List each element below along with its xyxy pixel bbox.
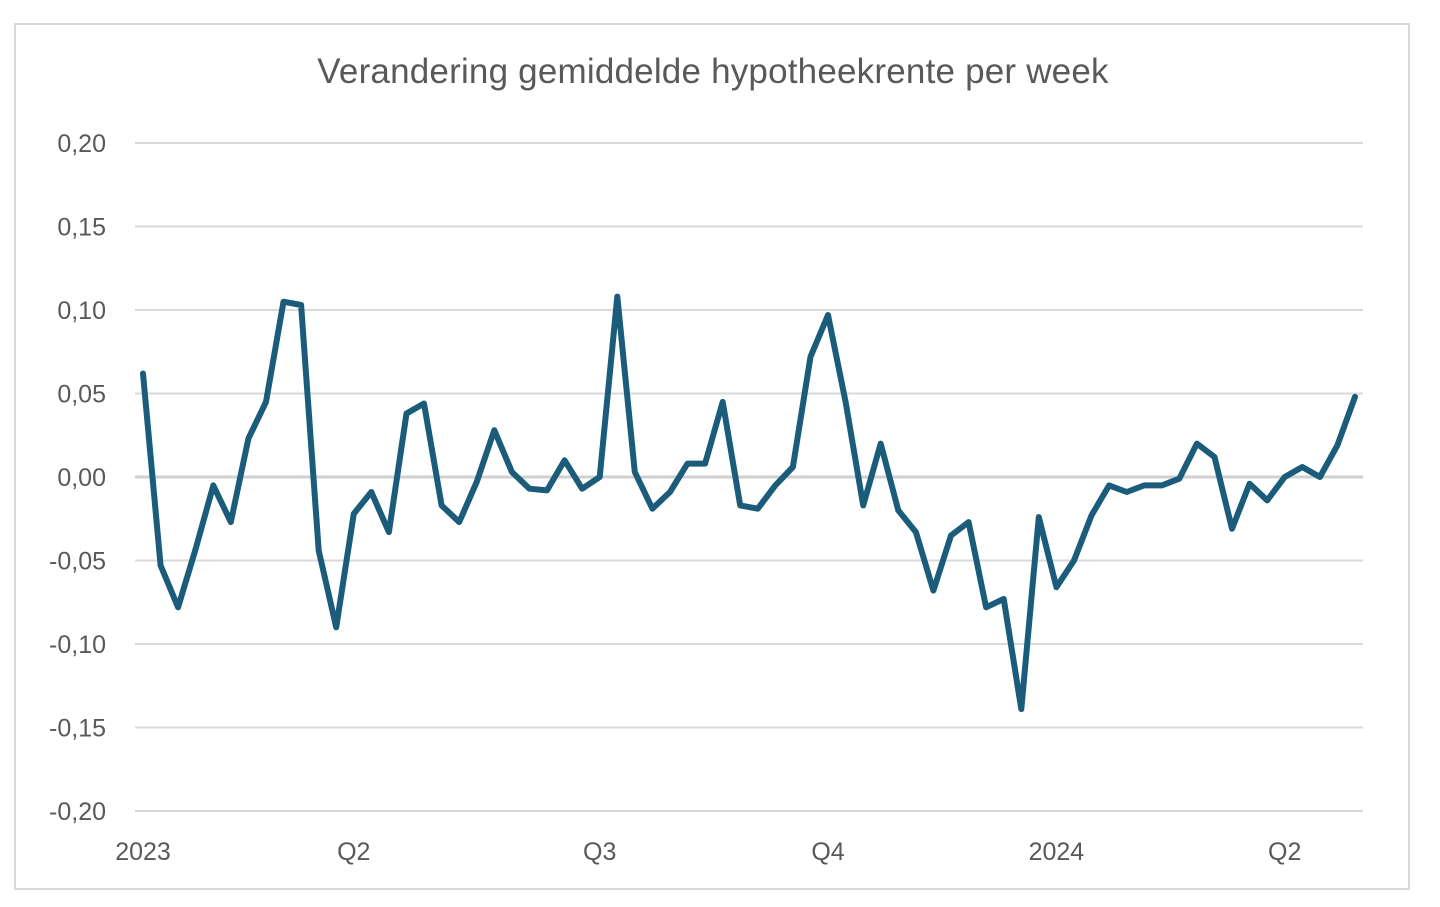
x-tick-label: Q2 (337, 838, 370, 866)
y-tick-label: -0,15 (49, 715, 106, 743)
series-layer (140, 293, 1358, 713)
y-tick-label: 0,15 (57, 214, 106, 242)
gridlines (135, 142, 1363, 812)
series-line (140, 293, 1358, 713)
y-tick-label: 0,20 (57, 130, 106, 158)
y-tick-label: 0,05 (57, 381, 106, 409)
x-tick-label: 2024 (1029, 838, 1085, 866)
y-axis-ticks: 0,20 0,15 0,10 0,05 0,00 -0,05 -0,10 -0,15 -0,20 (49, 130, 106, 826)
x-tick-label: Q3 (583, 838, 616, 866)
x-tick-label: Q4 (811, 838, 844, 866)
y-tick-label: -0,20 (49, 798, 106, 826)
y-tick-label: -0,10 (49, 631, 106, 659)
y-tick-label: 0,00 (57, 464, 106, 492)
x-axis-ticks: 2023 Q2 Q3 Q4 2024 Q2 (115, 838, 1301, 866)
y-tick-label: 0,10 (57, 297, 106, 325)
y-tick-label: -0,05 (49, 548, 106, 576)
x-tick-label: 2023 (115, 838, 171, 866)
chart-title: Verandering gemiddelde hypotheekrente pe… (317, 52, 1109, 91)
x-tick-label: Q2 (1268, 838, 1301, 866)
